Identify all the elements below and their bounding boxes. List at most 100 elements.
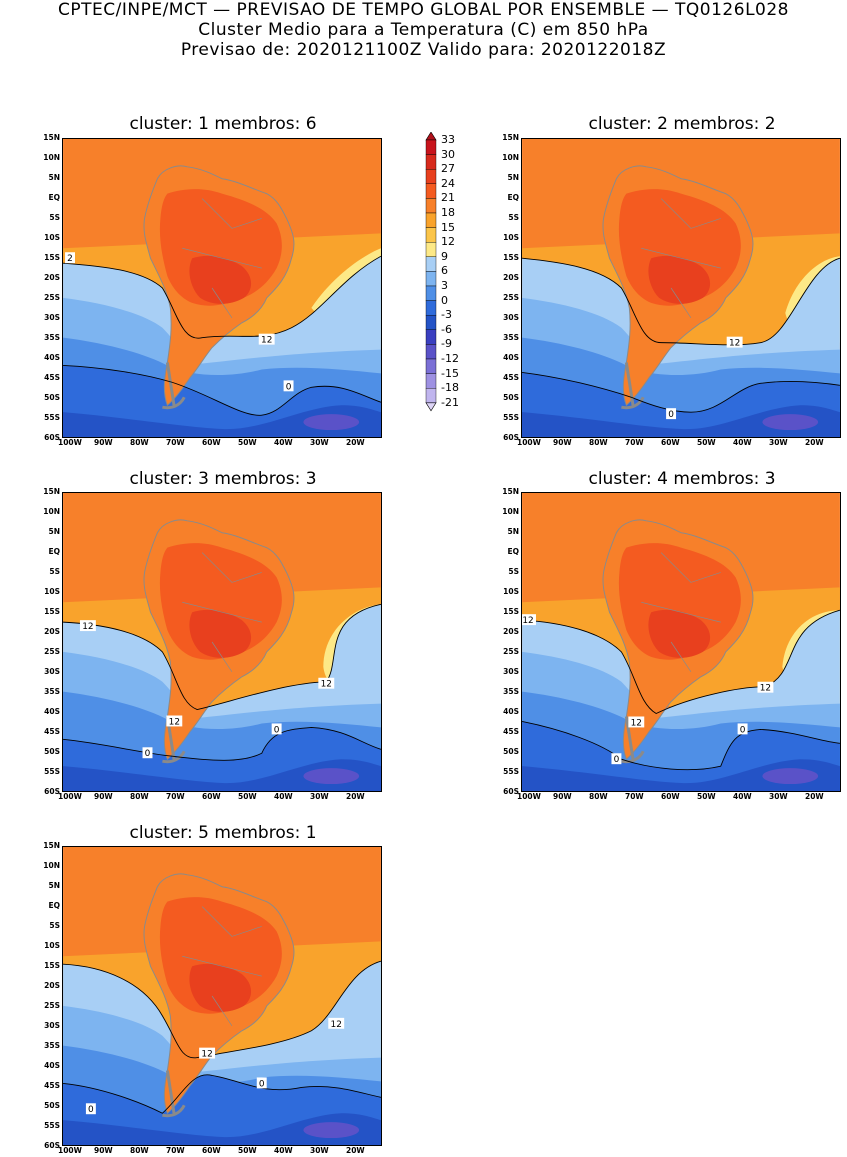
country-borders xyxy=(182,906,262,1026)
lat-tick-label: 60S xyxy=(503,787,519,796)
lon-tick-label: 80W xyxy=(130,1146,149,1155)
lat-tick-label: 60S xyxy=(44,787,60,796)
cold-pocket xyxy=(303,768,360,785)
contour-label-bg xyxy=(318,677,335,689)
legend-level-label: 30 xyxy=(441,147,455,161)
legend-swatch xyxy=(425,212,437,228)
cold-pocket xyxy=(762,414,819,431)
lon-tick-label: 30W xyxy=(769,792,788,801)
lat-tick-label: 60S xyxy=(44,1141,60,1150)
legend-level-label: -9 xyxy=(441,337,452,351)
contour-12 xyxy=(63,960,381,1059)
contour-label-bg xyxy=(726,336,743,348)
lon-tick-label: 20W xyxy=(346,792,365,801)
lon-tick-label: 70W xyxy=(166,438,185,447)
lat-tick-label: 45S xyxy=(44,727,60,736)
contour-0 xyxy=(63,726,381,761)
lat-tick-label: 50S xyxy=(503,747,519,756)
contour-12 xyxy=(63,255,381,339)
legend-swatch xyxy=(425,314,437,330)
contour-0 xyxy=(522,371,840,413)
panel-title-5: cluster: 5 membros: 1 xyxy=(129,823,317,843)
lon-tick-label: 40W xyxy=(274,792,293,801)
legend-swatch xyxy=(425,329,437,345)
lat-tick-label: 35S xyxy=(44,333,60,342)
legend-swatch xyxy=(425,154,437,170)
contour-0 xyxy=(63,1074,381,1114)
contour-label: 12 xyxy=(169,717,180,727)
band-neg6-neg3 xyxy=(63,759,381,791)
country-borders xyxy=(641,552,721,672)
legend-swatch xyxy=(425,227,437,243)
contour-label: 0 xyxy=(668,410,674,420)
contour-label: 0 xyxy=(145,749,151,759)
continent-24-27 xyxy=(648,255,711,304)
country-borders xyxy=(182,552,262,672)
contour-label: 12 xyxy=(321,680,332,690)
contour-label: 12 xyxy=(729,339,740,349)
lat-tick-label: 25S xyxy=(44,293,60,302)
lon-tick-label: 30W xyxy=(310,1146,329,1155)
lat-tick-label: 40S xyxy=(503,353,519,362)
coastline xyxy=(602,165,754,407)
contour-label: 0 xyxy=(259,1079,265,1089)
contour-label: 12 xyxy=(201,1050,212,1060)
panel-title-3: cluster: 3 membros: 3 xyxy=(129,469,317,489)
contour-12 xyxy=(63,603,381,711)
legend-level-label: -6 xyxy=(441,322,452,336)
map-panel-1: 2 12 0 xyxy=(62,138,382,438)
lon-tick-label: 90W xyxy=(553,792,572,801)
lat-tick-label: 10N xyxy=(43,507,60,516)
lon-tick-label: 50W xyxy=(238,1146,257,1155)
lat-tick-label: 45S xyxy=(503,373,519,382)
lat-tick-label: 10S xyxy=(44,941,60,950)
andes-patagonia xyxy=(621,716,645,764)
lat-tick-label: 25S xyxy=(503,293,519,302)
lat-tick-label: EQ xyxy=(507,193,520,202)
contour-label-bg xyxy=(271,723,282,735)
andes-patagonia xyxy=(621,362,645,410)
contour-label: 12 xyxy=(82,622,93,632)
lon-tick-label: 90W xyxy=(553,438,572,447)
lat-tick-label: 15N xyxy=(43,841,60,850)
lat-tick-label: 15N xyxy=(43,487,60,496)
contour-label-bg xyxy=(611,753,622,765)
lon-tick-label: 30W xyxy=(310,438,329,447)
lat-tick-label: 10S xyxy=(503,233,519,242)
legend-swatch xyxy=(425,139,437,155)
legend-level-label: 18 xyxy=(441,206,455,219)
lon-tick-label: 80W xyxy=(589,792,608,801)
lat-tick-label: EQ xyxy=(507,547,520,556)
legend-level-label: 15 xyxy=(441,220,455,234)
contour-label: 12 xyxy=(522,616,533,626)
legend-swatch xyxy=(425,271,437,287)
lat-tick-label: 25S xyxy=(44,1001,60,1010)
lon-tick-label: 60W xyxy=(202,438,221,447)
lon-tick-label: 40W xyxy=(733,792,752,801)
lat-tick-label: 20S xyxy=(44,273,60,282)
lon-tick-label: 70W xyxy=(166,792,185,801)
lon-tick-label: 20W xyxy=(805,792,824,801)
lon-tick-label: 50W xyxy=(238,792,257,801)
lat-tick-label: 35S xyxy=(503,333,519,342)
lat-tick-label: 5S xyxy=(508,213,519,222)
legend-level-label: -3 xyxy=(441,308,452,322)
andes-patagonia xyxy=(162,1070,186,1118)
lat-tick-label: 60S xyxy=(44,433,60,442)
country-borders xyxy=(182,198,262,318)
legend-swatch xyxy=(425,300,437,316)
lat-tick-label: 45S xyxy=(44,373,60,382)
lon-tick-label: 60W xyxy=(661,792,680,801)
cold-pocket xyxy=(762,768,819,785)
legend-swatch xyxy=(425,358,437,374)
contour-label-bg xyxy=(757,681,774,693)
temperature-map-1: 2 12 0 xyxy=(62,138,382,438)
lon-tick-label: 90W xyxy=(94,1146,113,1155)
contour-label-bg xyxy=(258,333,275,345)
legend-swatch xyxy=(425,285,437,301)
lat-tick-label: 25S xyxy=(503,647,519,656)
lat-tick-label: 20S xyxy=(44,981,60,990)
lat-tick-label: 60S xyxy=(503,433,519,442)
lat-tick-label: 10N xyxy=(43,861,60,870)
contour-0 xyxy=(63,365,381,416)
